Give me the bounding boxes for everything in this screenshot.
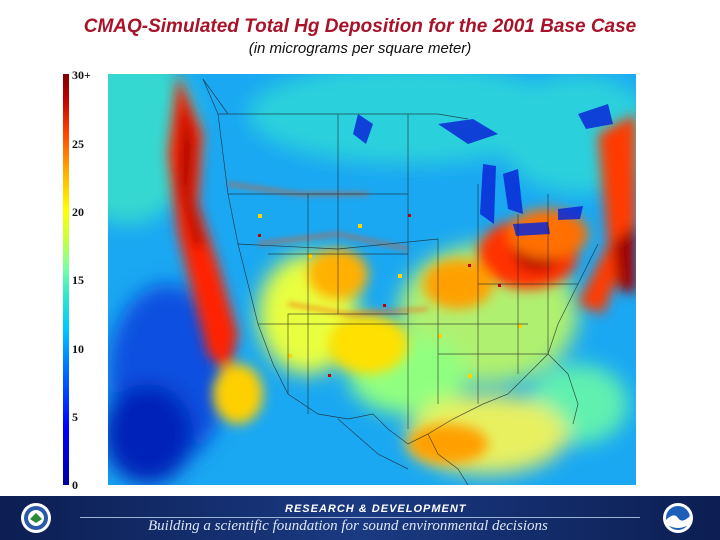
footer-tagline: Building a scientific foundation for sou… xyxy=(148,518,548,534)
colorbar-tick: 10 xyxy=(72,342,84,356)
noaa-logo-icon xyxy=(663,503,693,533)
colorbar-tick: 25 xyxy=(72,137,84,151)
map-title: CMAQ-Simulated Total Hg Deposition for t… xyxy=(83,16,637,37)
footer-bar: RESEARCH & DEVELOPMENT Building a scient… xyxy=(0,496,720,540)
footer-heading: RESEARCH & DEVELOPMENT xyxy=(285,503,467,515)
colorbar-tick: 20 xyxy=(72,205,84,219)
colorbar-tick: 0 xyxy=(72,478,78,492)
map-subtitle: (in micrograms per square meter) xyxy=(248,40,472,57)
colorbar-tick: 5 xyxy=(72,410,78,424)
colorbar-tick: 15 xyxy=(72,273,84,287)
footer-divider xyxy=(80,517,640,518)
colorbar xyxy=(63,74,69,485)
deposition-map xyxy=(108,74,636,485)
colorbar-tick: 30+ xyxy=(72,68,91,82)
epa-seal-icon xyxy=(21,503,51,533)
